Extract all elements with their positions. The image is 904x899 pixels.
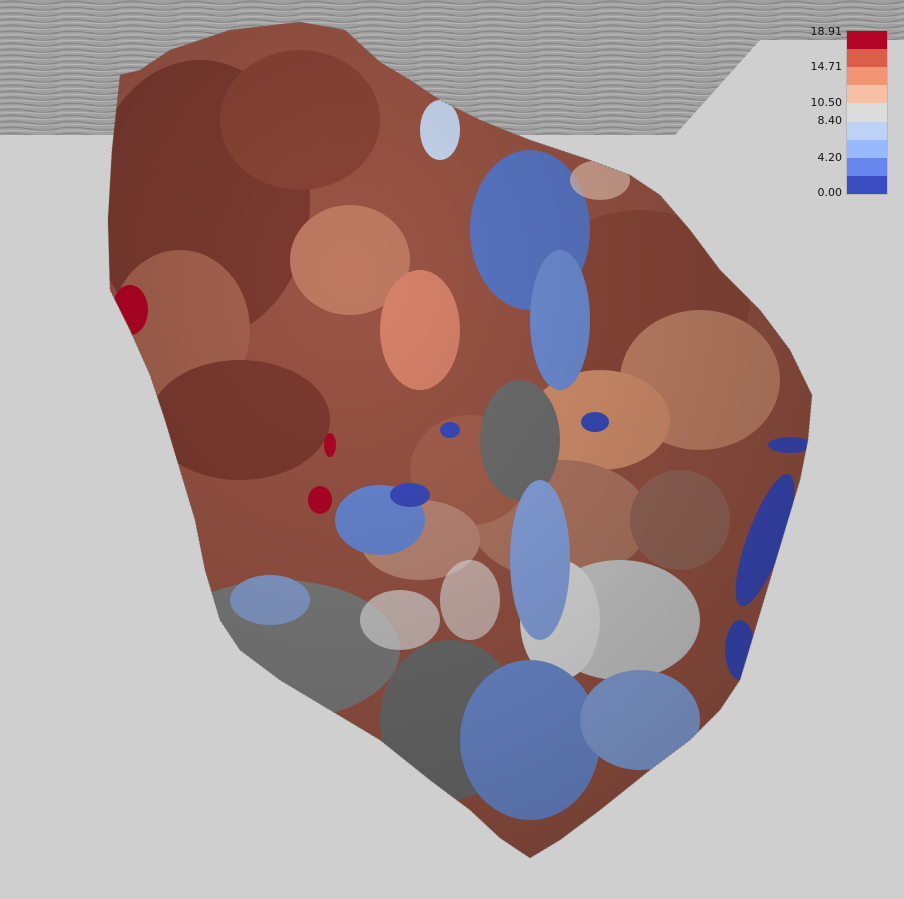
legend-swatch	[847, 157, 887, 176]
legend-swatch	[847, 139, 887, 158]
color-scale-legend: 18.91 14.71 10.50 8.40 4.20 0.00	[805, 26, 890, 201]
legend-label-max: 18.91	[810, 25, 843, 38]
legend-label: 4.20	[817, 151, 843, 164]
legend-label: 8.40	[817, 114, 843, 127]
horizon-surface	[108, 22, 812, 858]
legend-label-min: 0.00	[817, 186, 843, 199]
legend-swatch	[847, 175, 887, 194]
legend-swatch	[847, 103, 887, 122]
legend-label: 14.71	[810, 60, 843, 73]
legend-swatch	[847, 67, 887, 86]
legend-swatch	[847, 31, 887, 50]
color-scale-bar	[846, 30, 888, 195]
legend-label: 10.50	[810, 96, 843, 109]
legend-swatch	[847, 121, 887, 140]
legend-swatch	[847, 85, 887, 104]
legend-swatch	[847, 49, 887, 68]
